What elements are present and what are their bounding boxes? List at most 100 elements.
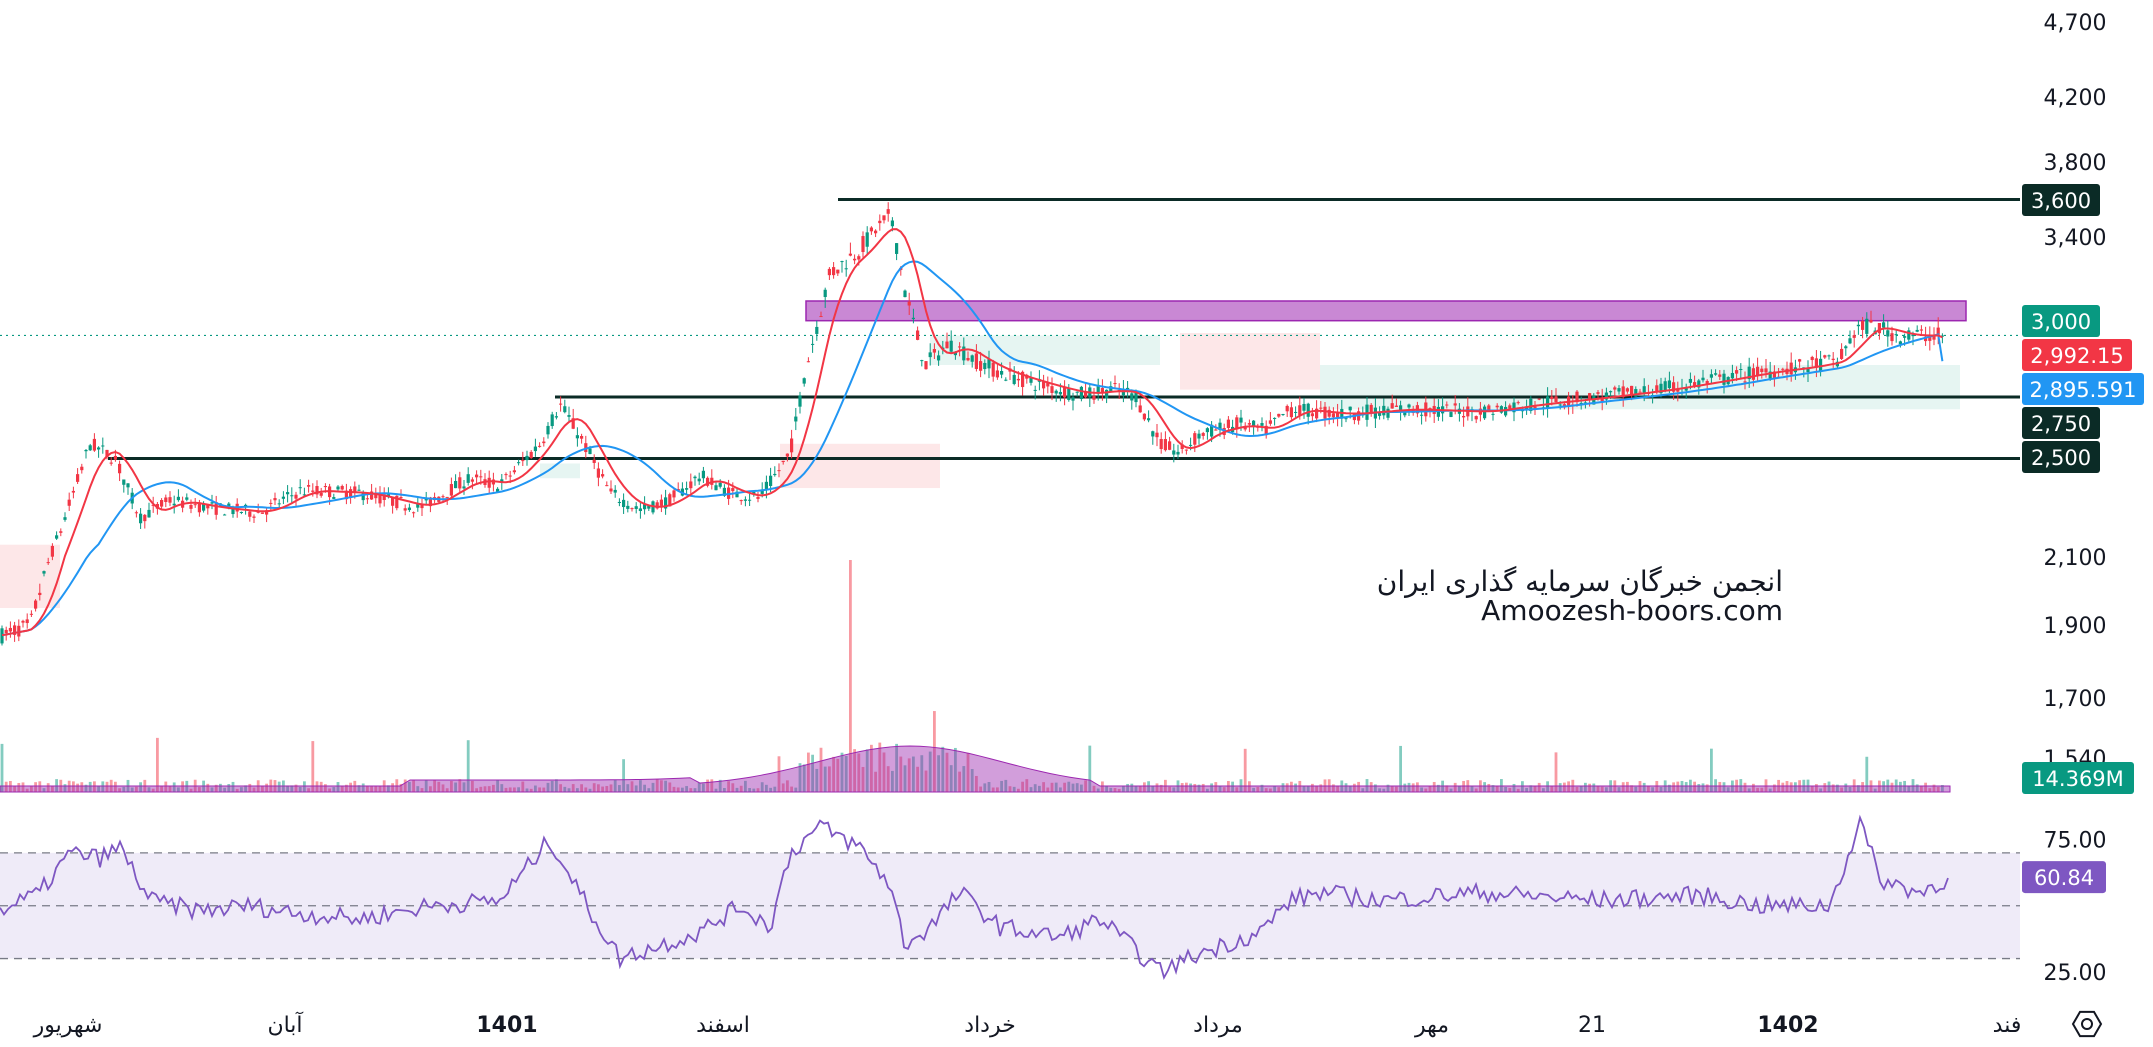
candle bbox=[1474, 415, 1478, 424]
candle-body bbox=[840, 261, 844, 263]
candle-body bbox=[626, 505, 630, 509]
volume-bar bbox=[563, 786, 567, 792]
candle-body bbox=[874, 230, 878, 234]
candle bbox=[1042, 374, 1046, 396]
candle-body bbox=[1197, 433, 1201, 439]
candle bbox=[42, 570, 46, 577]
candle bbox=[214, 495, 218, 520]
candle-body bbox=[525, 455, 529, 461]
price-tag-label: 2,750 bbox=[2031, 412, 2091, 436]
candle bbox=[878, 214, 882, 231]
volume-bar bbox=[1021, 781, 1024, 792]
volume-bar bbox=[328, 788, 331, 792]
candle-body bbox=[1798, 359, 1802, 362]
time-axis-label: 1401 bbox=[476, 1013, 537, 1038]
volume-bar bbox=[1210, 783, 1213, 792]
volume-bar bbox=[1508, 787, 1512, 792]
candle bbox=[714, 480, 718, 491]
volume-bar bbox=[828, 766, 831, 792]
candle bbox=[533, 438, 537, 457]
volume-bar bbox=[198, 787, 201, 792]
volume-bar bbox=[374, 786, 378, 792]
volume-bar bbox=[1936, 786, 1940, 792]
volume-bar bbox=[1458, 786, 1461, 792]
candle-body bbox=[1919, 329, 1923, 331]
volume-bar bbox=[1130, 783, 1134, 792]
candle-body bbox=[1936, 327, 1940, 335]
volume-bar bbox=[689, 788, 693, 792]
volume-bar bbox=[781, 783, 785, 792]
candle bbox=[332, 493, 336, 500]
volume-bar bbox=[538, 787, 541, 792]
volume-bar bbox=[1029, 787, 1033, 792]
candle-body bbox=[920, 360, 924, 362]
volume-bar bbox=[1222, 787, 1226, 792]
candle-body bbox=[1331, 413, 1335, 418]
volume-bar bbox=[567, 788, 571, 792]
volume-bar bbox=[210, 787, 214, 792]
candle bbox=[790, 429, 794, 459]
candle bbox=[1894, 329, 1898, 343]
candle bbox=[1449, 411, 1453, 418]
candle-body bbox=[71, 490, 75, 493]
candle-body bbox=[286, 492, 290, 495]
candle-body bbox=[454, 480, 458, 489]
candle-body bbox=[1499, 406, 1503, 413]
candle-body bbox=[1134, 392, 1138, 403]
volume-bar bbox=[786, 780, 789, 792]
candle bbox=[25, 613, 29, 629]
candle bbox=[260, 512, 264, 514]
volume-bar bbox=[555, 779, 558, 792]
settings-icon[interactable] bbox=[2071, 1010, 2103, 1038]
candle bbox=[1600, 388, 1604, 411]
candle bbox=[1092, 387, 1096, 404]
candle-body bbox=[609, 488, 613, 492]
candle-body bbox=[1487, 405, 1491, 412]
candle bbox=[84, 448, 88, 459]
volume-bar bbox=[1126, 783, 1129, 792]
volume-bar bbox=[1651, 787, 1654, 792]
volume-bar bbox=[1550, 786, 1554, 792]
candle bbox=[643, 496, 647, 515]
candle-body bbox=[13, 625, 17, 635]
candle bbox=[1403, 412, 1407, 418]
candle bbox=[1869, 310, 1873, 324]
moving-average-fast-line bbox=[1, 228, 1943, 637]
candle bbox=[1310, 407, 1314, 422]
candle bbox=[290, 487, 294, 505]
candle-body bbox=[1583, 402, 1587, 404]
candle-body bbox=[857, 256, 861, 260]
candle-body bbox=[886, 209, 890, 214]
candle bbox=[1268, 412, 1272, 426]
candle-body bbox=[1319, 407, 1323, 409]
candle-body bbox=[512, 470, 516, 473]
volume-bar bbox=[605, 786, 609, 792]
candle-body bbox=[1743, 381, 1747, 383]
volume-bar bbox=[1269, 788, 1272, 792]
candle-body bbox=[1882, 322, 1886, 328]
candle bbox=[920, 359, 924, 367]
volume-bar bbox=[1193, 783, 1197, 792]
candle-body bbox=[634, 506, 638, 509]
candle bbox=[1386, 406, 1390, 421]
volume-bar bbox=[1899, 781, 1902, 792]
candle-body bbox=[1865, 318, 1869, 334]
candle bbox=[1907, 327, 1911, 343]
candle-body bbox=[882, 215, 886, 221]
candle-body bbox=[315, 486, 319, 495]
candle bbox=[1142, 413, 1146, 422]
volume-bar bbox=[1390, 786, 1394, 792]
candle-body bbox=[1218, 422, 1222, 431]
candle-body bbox=[722, 487, 726, 496]
volume-bar bbox=[1726, 787, 1730, 792]
candle-body bbox=[1932, 336, 1936, 340]
candle-body bbox=[533, 446, 537, 452]
volume-bar bbox=[160, 786, 163, 792]
candle-body bbox=[769, 475, 773, 486]
candle bbox=[357, 484, 361, 491]
volume-bar bbox=[962, 766, 966, 792]
candle bbox=[659, 494, 663, 513]
volume-bar bbox=[1487, 783, 1491, 792]
candle-body bbox=[1058, 391, 1062, 395]
